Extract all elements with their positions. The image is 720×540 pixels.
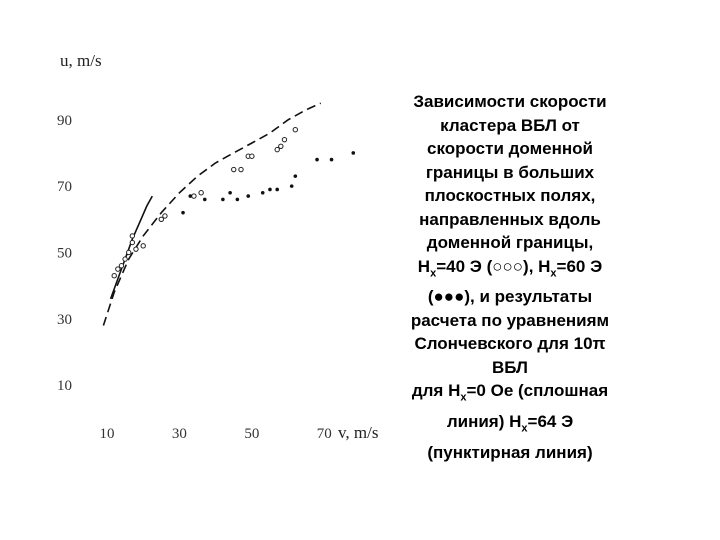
x-axis-ticks: 10 30 50 70 [99, 426, 331, 442]
filled-point [315, 157, 319, 162]
caption-line-14: линия) Hx=64 Э [446, 412, 574, 435]
open-point [238, 166, 244, 173]
filled-point [260, 190, 265, 195]
y-tick-label: 30 [57, 312, 72, 328]
filled-point [235, 197, 240, 202]
y-tick-label: 70 [57, 179, 72, 195]
filled-point [289, 184, 294, 188]
curves [102, 102, 322, 326]
caption-line-8: Hx=40 Э (○○○), Hx=60 Э [417, 256, 603, 279]
open-point [126, 249, 132, 256]
open-point [133, 246, 139, 252]
x-axis-label: v, m/s [338, 423, 378, 442]
caption-line-2: кластера ВБЛ от [440, 115, 580, 135]
open-point [140, 243, 146, 249]
caption-line-7: доменной границы, [426, 233, 594, 252]
y-tick-label: 50 [57, 245, 72, 261]
y-axis-label: u, m/s [60, 51, 102, 70]
x-tick-label: 50 [244, 426, 259, 442]
solid-curve [109, 195, 153, 300]
chart: 10 30 50 70 90 10 30 50 70 u, m/s v, m/s [57, 51, 378, 442]
open-point [231, 166, 237, 173]
y-tick-label: 10 [57, 378, 72, 394]
filled-point [246, 194, 251, 198]
caption-line-12: ВБЛ [491, 357, 528, 377]
caption-line-9: (●●●), и результаты [427, 287, 593, 307]
open-point [115, 266, 121, 272]
data-points [111, 127, 356, 279]
filled-point [351, 151, 356, 155]
filled-point [329, 157, 334, 162]
open-point [118, 263, 125, 269]
caption-line-6: направленных вдоль [419, 209, 601, 229]
filled-point [188, 194, 193, 198]
open-point [191, 193, 197, 199]
open-point [292, 127, 299, 133]
open-point [129, 239, 136, 246]
open-point [249, 153, 255, 159]
caption-line-3: скорости доменной [427, 139, 593, 158]
open-point [198, 190, 204, 196]
caption-line-15: (пунктирная линия) [427, 443, 593, 463]
open-point [274, 146, 280, 153]
filled-point [181, 210, 185, 215]
y-tick-label: 90 [57, 113, 72, 129]
caption-line-11: Слончевского для 10π [414, 334, 606, 354]
x-tick-label: 30 [172, 426, 187, 442]
caption-line-5: плоскостных полях, [424, 186, 596, 205]
caption-line-10: расчета по уравнениям [410, 310, 610, 330]
filled-point [275, 187, 280, 192]
open-point [281, 136, 288, 143]
open-point [122, 256, 128, 262]
caption-line-4: границы в больших [425, 162, 595, 182]
open-point [278, 143, 284, 150]
figure-caption: Зависимости скорости кластера ВБЛ от ско… [392, 90, 628, 465]
open-point [158, 216, 165, 222]
open-point [111, 273, 117, 279]
caption-line-13: для Hx=0 Oe (сплошная [411, 381, 609, 404]
filled-point [293, 174, 298, 178]
y-axis-ticks: 10 30 50 70 90 [57, 113, 72, 394]
filled-point [228, 190, 232, 195]
x-tick-label: 70 [317, 426, 332, 442]
filled-point [221, 197, 225, 202]
filled-point [202, 197, 207, 202]
caption-line-1: Зависимости скорости [413, 92, 607, 111]
open-point [162, 213, 168, 219]
dashed-curve [102, 102, 322, 326]
x-tick-label: 10 [99, 426, 114, 442]
filled-point [268, 187, 272, 192]
open-point [129, 233, 136, 239]
